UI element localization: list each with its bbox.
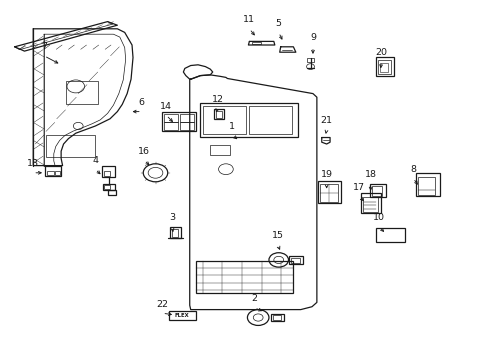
Bar: [102, 184, 115, 190]
Bar: [272, 315, 280, 320]
Bar: [215, 111, 221, 118]
Bar: [107, 190, 116, 195]
Text: 8: 8: [409, 165, 415, 174]
Text: 7: 7: [41, 42, 47, 51]
Text: 11: 11: [243, 15, 255, 24]
Bar: [103, 171, 109, 176]
Bar: [380, 63, 387, 72]
Bar: [170, 227, 181, 238]
Bar: [195, 261, 293, 293]
Bar: [317, 181, 341, 203]
Text: 5: 5: [275, 19, 281, 28]
Bar: [375, 57, 393, 76]
Bar: [172, 229, 178, 237]
Text: 12: 12: [211, 95, 223, 104]
Bar: [102, 166, 115, 177]
Text: 10: 10: [372, 213, 384, 222]
Text: 2: 2: [251, 294, 257, 303]
Bar: [45, 166, 61, 176]
Text: 16: 16: [138, 147, 150, 156]
Bar: [417, 177, 434, 195]
Text: 1: 1: [229, 122, 235, 131]
Text: 22: 22: [156, 300, 168, 309]
Bar: [306, 58, 314, 62]
Bar: [271, 314, 283, 321]
Bar: [66, 81, 98, 104]
Bar: [251, 42, 260, 44]
Bar: [180, 122, 193, 130]
Text: FLEX: FLEX: [175, 313, 189, 318]
Bar: [369, 184, 386, 197]
Text: 19: 19: [320, 170, 332, 179]
Bar: [371, 186, 382, 196]
Bar: [289, 256, 303, 264]
Text: 21: 21: [320, 116, 332, 125]
Text: 3: 3: [169, 213, 175, 222]
Text: 17: 17: [353, 183, 365, 192]
Bar: [200, 103, 298, 137]
Bar: [360, 193, 381, 213]
Bar: [210, 145, 229, 155]
Bar: [47, 171, 54, 175]
Bar: [104, 185, 110, 189]
Bar: [290, 258, 299, 263]
Text: 15: 15: [271, 231, 283, 240]
Text: 13: 13: [27, 159, 39, 168]
Text: 14: 14: [160, 102, 172, 111]
Bar: [375, 228, 404, 242]
Bar: [362, 197, 377, 212]
Bar: [319, 184, 338, 202]
Bar: [163, 114, 177, 122]
Bar: [180, 114, 193, 122]
Bar: [55, 171, 60, 175]
Bar: [415, 173, 439, 196]
Bar: [214, 109, 224, 119]
Bar: [249, 106, 292, 134]
Text: 4: 4: [92, 156, 98, 165]
Text: 20: 20: [375, 48, 386, 57]
Text: 6: 6: [139, 98, 144, 107]
Text: 18: 18: [364, 170, 376, 179]
Bar: [46, 135, 95, 157]
Bar: [203, 106, 245, 134]
Bar: [168, 311, 195, 320]
Text: 9: 9: [309, 33, 315, 42]
Bar: [162, 112, 195, 131]
Bar: [377, 60, 390, 74]
Bar: [163, 122, 177, 130]
